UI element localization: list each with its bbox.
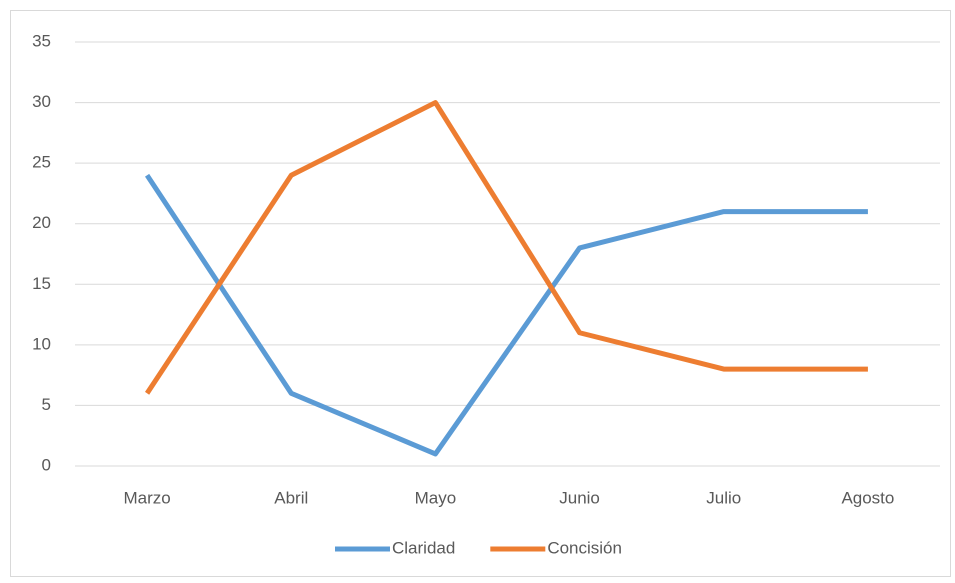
x-tick-label: Junio [559, 488, 600, 507]
line-series [144, 173, 868, 457]
y-tick-label: 25 [32, 153, 51, 172]
y-tick-label: 15 [32, 274, 51, 293]
y-tick-label: 5 [42, 395, 51, 414]
legend-label: Concisión [547, 538, 622, 557]
chart-border [10, 10, 951, 577]
y-tick-label: 10 [32, 334, 51, 353]
y-tick-label: 0 [42, 455, 51, 474]
legend-label: Claridad [392, 538, 455, 557]
x-tick-label: Marzo [123, 488, 170, 507]
y-tick-label: 20 [32, 213, 51, 232]
line-series [144, 100, 868, 395]
y-tick-label: 30 [32, 92, 51, 111]
x-tick-label: Agosto [841, 488, 894, 507]
x-tick-label: Abril [274, 488, 308, 507]
y-tick-label: 35 [32, 31, 51, 50]
x-tick-label: Julio [706, 488, 741, 507]
x-tick-label: Mayo [415, 488, 457, 507]
